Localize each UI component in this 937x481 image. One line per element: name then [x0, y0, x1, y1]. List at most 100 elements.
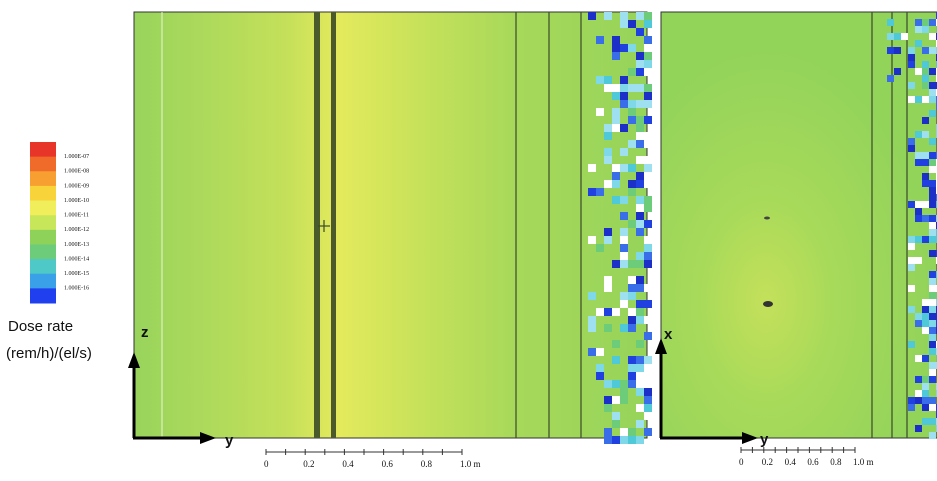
noise-cell — [612, 108, 620, 116]
noise-cell — [922, 26, 929, 33]
arrow-heads — [128, 338, 758, 444]
noise-cell — [915, 96, 922, 103]
noise-cell — [644, 100, 652, 108]
noise-cell — [922, 376, 929, 383]
noise-cell — [644, 428, 652, 436]
noise-cell — [929, 68, 936, 75]
noise-cell — [915, 19, 922, 26]
noise-cell — [644, 172, 652, 180]
noise-cell — [644, 220, 652, 228]
noise-cell — [922, 173, 929, 180]
noise-cell — [628, 308, 636, 316]
legend-swatch — [30, 229, 56, 245]
noise-cell — [644, 356, 652, 364]
noise-cell — [628, 68, 636, 76]
noise-cell — [612, 356, 620, 364]
noise-cell — [612, 420, 620, 428]
noise-cell — [612, 180, 620, 188]
noise-cell — [922, 215, 929, 222]
noise-cell — [636, 212, 644, 220]
scale-label: 0.6 — [382, 459, 394, 469]
noise-cell — [929, 376, 936, 383]
noise-cell — [922, 75, 929, 82]
noise-cell — [644, 204, 652, 212]
noise-cell — [628, 316, 636, 324]
noise-cell — [644, 236, 652, 244]
legend-label: 1.000E-08 — [64, 169, 89, 175]
noise-cell — [929, 47, 936, 54]
noise-cell — [636, 132, 644, 140]
noise-cell — [929, 432, 936, 439]
noise-cell — [636, 84, 644, 92]
noise-cell — [922, 327, 929, 334]
noise-cell — [929, 292, 936, 299]
noise-cell — [604, 228, 612, 236]
noise-cell — [644, 84, 652, 92]
noise-cell — [908, 404, 915, 411]
noise-cell — [908, 138, 915, 145]
noise-cell — [620, 44, 628, 52]
noise-cell — [628, 324, 636, 332]
noise-cell — [636, 124, 644, 132]
noise-cell — [620, 292, 628, 300]
noise-cell — [644, 252, 652, 260]
legend-label: 1.000E-15 — [64, 271, 89, 277]
noise-cell — [636, 28, 644, 36]
noise-cell — [588, 164, 596, 172]
legend-label: 1.000E-12 — [64, 227, 89, 233]
noise-cell — [922, 68, 929, 75]
noise-cell — [644, 300, 652, 308]
noise-cell — [636, 116, 644, 124]
noise-cell — [915, 376, 922, 383]
noise-cell — [596, 188, 604, 196]
noise-cell — [922, 306, 929, 313]
noise-cell — [922, 96, 929, 103]
noise-cell — [929, 320, 936, 327]
noise-cell — [929, 285, 936, 292]
noise-cell — [636, 60, 644, 68]
noise-cell — [922, 355, 929, 362]
noise-cell — [922, 180, 929, 187]
noise-cell — [915, 201, 922, 208]
legend-label: 1.000E-10 — [64, 198, 89, 204]
legend-label: 1.000E-07 — [64, 154, 89, 160]
noise-cell — [929, 404, 936, 411]
noise-cell — [636, 436, 644, 444]
scale-label: 0 — [264, 459, 269, 469]
noise-cell — [929, 229, 936, 236]
noise-cell — [908, 82, 915, 89]
noise-cell — [620, 212, 628, 220]
noise-cell — [644, 92, 652, 100]
noise-cell — [887, 33, 894, 40]
legend-title: Dose rate — [8, 318, 73, 335]
noise-cell — [922, 47, 929, 54]
noise-cell — [929, 96, 936, 103]
noise-cell — [620, 244, 628, 252]
noise-cell — [628, 428, 636, 436]
noise-cell — [929, 271, 936, 278]
noise-cell — [604, 124, 612, 132]
left-map — [133, 11, 648, 439]
noise-cell — [612, 436, 620, 444]
noise-cell — [922, 19, 929, 26]
noise-cell — [929, 306, 936, 313]
noise-cell — [929, 299, 936, 306]
noise-cell — [644, 180, 652, 188]
noise-cell — [636, 204, 644, 212]
noise-cell — [636, 388, 644, 396]
noise-cell — [929, 19, 936, 26]
legend-swatch — [30, 259, 56, 275]
scale-label: 0.8 — [421, 459, 433, 469]
noise-cell — [636, 316, 644, 324]
right-map — [660, 11, 937, 439]
legend-label: 1.000E-13 — [64, 242, 89, 248]
noise-cell — [596, 108, 604, 116]
noise-cell — [628, 140, 636, 148]
noise-cell — [922, 404, 929, 411]
noise-cell — [612, 172, 620, 180]
noise-cell — [915, 26, 922, 33]
noise-cell — [908, 397, 915, 404]
noise-cell — [620, 92, 628, 100]
noise-cell — [908, 201, 915, 208]
noise-cell — [644, 332, 652, 340]
